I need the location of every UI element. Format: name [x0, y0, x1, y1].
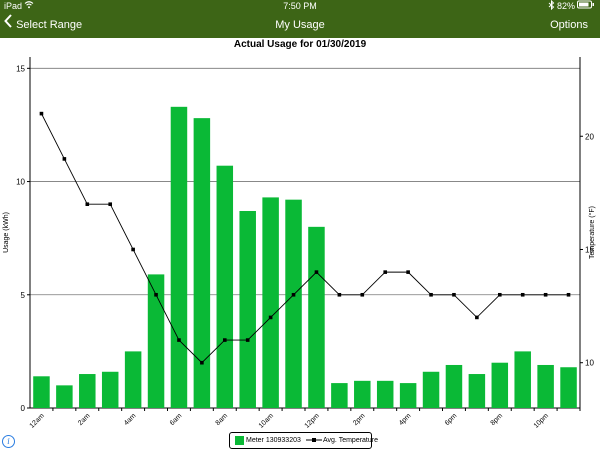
- usage-bar: [308, 226, 325, 408]
- device-name: iPad: [4, 1, 23, 11]
- temperature-point: [314, 270, 319, 274]
- temperature-point: [452, 292, 456, 297]
- usage-bar: [354, 380, 371, 408]
- x-tick-label: 10pm: [533, 412, 550, 429]
- usage-bar: [422, 371, 440, 408]
- legend-item-meter: Meter 130933203: [235, 433, 301, 448]
- y2-tick-label: 20: [585, 132, 594, 141]
- wifi-icon: [24, 0, 34, 12]
- y-tick-label: 0: [21, 404, 26, 413]
- x-tick-label: 12pm: [304, 412, 321, 429]
- clock: 7:50 PM: [283, 1, 317, 11]
- legend-label-temperature: Avg. Temperature: [323, 437, 378, 444]
- usage-bar: [285, 199, 302, 408]
- x-tick-label: 4am: [123, 412, 138, 427]
- usage-bar: [101, 371, 119, 408]
- info-icon[interactable]: i: [2, 435, 15, 448]
- usage-bar: [560, 367, 577, 408]
- legend-item-temperature: Avg. Temperature: [306, 433, 378, 448]
- temperature-point: [291, 292, 296, 297]
- y2-axis-title: Temperature (°F): [588, 206, 596, 259]
- usage-chart: 0 5 10 15 10 15 20 Usage (kWh) Temperature (°F) 1…: [3, 57, 596, 430]
- usage-bar: [147, 274, 165, 408]
- y2-tick-label: 10: [585, 359, 594, 368]
- temperature-point: [497, 292, 502, 297]
- select-range-button[interactable]: Select Range: [4, 12, 82, 38]
- x-tick-label: 6am: [169, 412, 184, 427]
- usage-bar: [124, 351, 142, 408]
- temperature-point: [245, 338, 250, 342]
- status-bar: iPad 7:50 PM 82%: [0, 0, 600, 12]
- y-tick-label: 10: [16, 178, 25, 187]
- chevron-left-icon: [4, 12, 13, 38]
- temperature-point: [154, 292, 158, 297]
- bluetooth-icon: [548, 0, 555, 13]
- x-tick-label: 8pm: [490, 412, 505, 427]
- chart-legend: Meter 130933203 Avg. Temperature: [229, 432, 378, 449]
- temperature-point: [566, 292, 571, 297]
- usage-bar: [491, 362, 509, 408]
- temperature-point: [268, 315, 273, 320]
- temperature-point: [200, 360, 204, 365]
- usage-bar: [445, 364, 463, 408]
- usage-bar: [79, 374, 96, 408]
- y-tick-label: 15: [16, 64, 25, 73]
- x-tick-label: 2pm: [352, 412, 367, 427]
- x-tick-label: 12am: [29, 412, 46, 429]
- legend-swatch-temperature: [306, 438, 322, 443]
- temperature-point: [360, 292, 365, 297]
- temperature-point: [222, 338, 227, 342]
- usage-bar: [376, 380, 394, 408]
- options-button[interactable]: Options: [550, 19, 588, 31]
- temperature-point: [383, 270, 388, 274]
- temperature-point: [85, 202, 90, 206]
- temperature-point: [429, 292, 433, 297]
- usage-bar: [33, 376, 50, 408]
- x-tick-label: 6pm: [444, 412, 459, 427]
- usage-bar: [193, 118, 211, 408]
- y2-tick-label: 15: [585, 245, 594, 254]
- battery-percent: 82%: [557, 1, 576, 11]
- page-title: My Usage: [275, 19, 325, 31]
- usage-bar: [468, 374, 486, 408]
- temperature-line: [41, 113, 569, 364]
- temperature-point: [475, 315, 479, 320]
- battery-icon: [577, 0, 595, 12]
- usage-bar: [239, 210, 256, 408]
- x-tick-label: 4pm: [398, 412, 413, 427]
- select-range-label: Select Range: [16, 19, 83, 31]
- temperature-point: [108, 202, 113, 206]
- usage-bar: [216, 165, 234, 408]
- usage-bar: [537, 364, 554, 408]
- x-tick-label: 8am: [215, 412, 230, 427]
- temperature-point: [543, 292, 548, 297]
- temperature-point: [62, 157, 67, 161]
- x-tick-label: 2am: [77, 412, 92, 427]
- usage-bar: [399, 383, 417, 408]
- navigation-bar: Select Range My Usage Options: [0, 12, 600, 38]
- y-tick-label: 5: [21, 291, 26, 300]
- temperature-point: [406, 270, 410, 274]
- usage-bar: [262, 197, 279, 408]
- temperature-point: [177, 338, 181, 342]
- temperature-point: [520, 292, 525, 297]
- usage-bar: [56, 385, 73, 408]
- usage-bar: [331, 383, 348, 408]
- temperature-point: [337, 292, 342, 297]
- usage-bar: [514, 351, 531, 408]
- legend-label-meter: Meter 130933203: [246, 437, 301, 444]
- x-tick-label: 10am: [258, 412, 275, 429]
- chart-title: Actual Usage for 01/30/2019: [233, 39, 367, 50]
- temperature-point: [39, 111, 44, 116]
- y-axis-title: Usage (kWh): [3, 212, 10, 253]
- legend-swatch-meter: [235, 435, 244, 445]
- usage-bar: [170, 106, 188, 409]
- temperature-point: [131, 247, 135, 252]
